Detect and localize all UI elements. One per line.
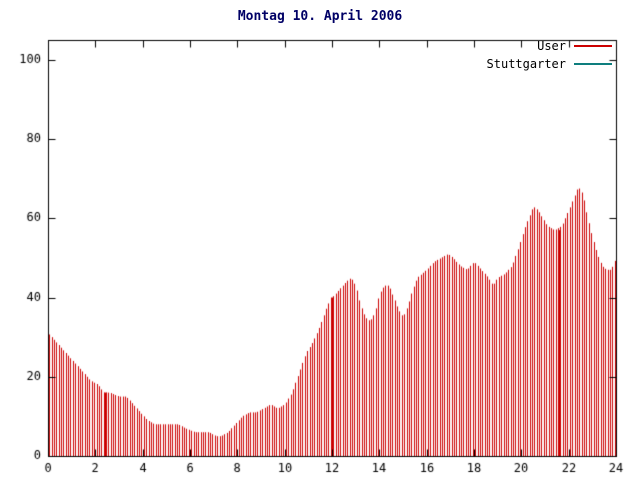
legend: User Stuttgarter xyxy=(487,39,612,71)
legend-item-stuttgarter: Stuttgarter xyxy=(487,57,612,71)
legend-item-user: User xyxy=(487,39,612,53)
stuttgarter-series-line-icon xyxy=(574,63,612,65)
chart-title: Montag 10. April 2006 xyxy=(237,9,403,24)
user-series-line-icon xyxy=(574,45,612,47)
legend-label-user: User xyxy=(537,39,566,53)
legend-label-stuttgarter: Stuttgarter xyxy=(486,57,566,71)
